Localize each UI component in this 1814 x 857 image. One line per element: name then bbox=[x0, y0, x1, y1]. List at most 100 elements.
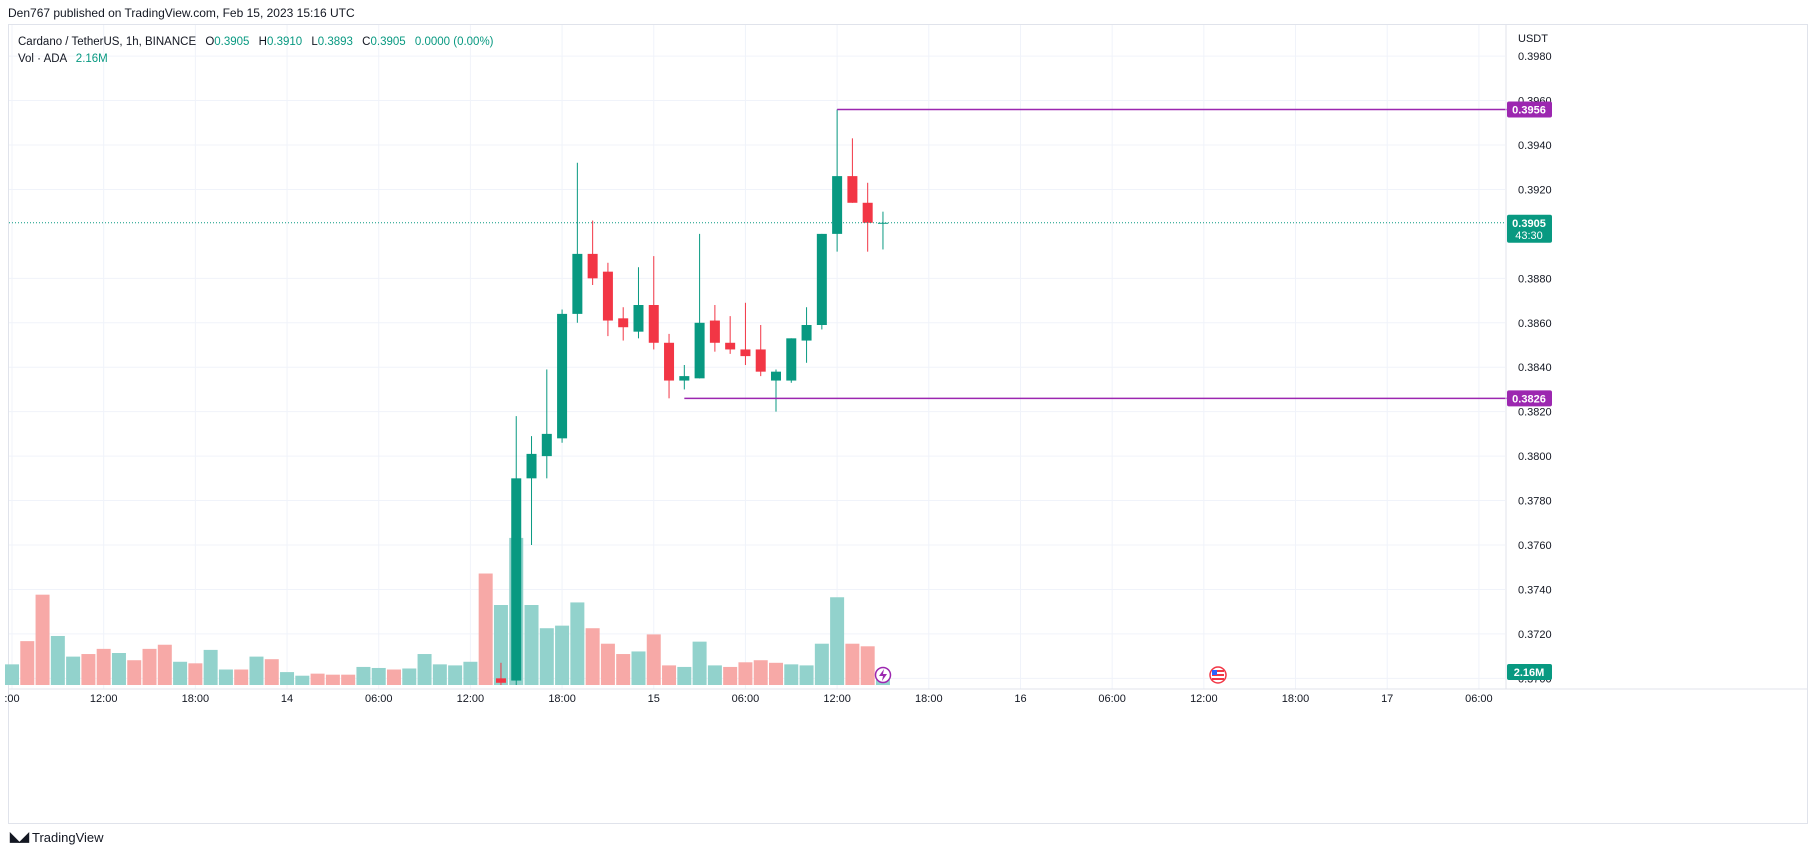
price-tick-label: 0.3800 bbox=[1518, 451, 1552, 463]
legend-close-label: C bbox=[362, 36, 371, 48]
volume-bars bbox=[5, 537, 890, 685]
volume-bar bbox=[753, 660, 768, 685]
candle-body bbox=[511, 478, 522, 681]
time-tick-label: 12:00 bbox=[1190, 693, 1218, 705]
volume-bar bbox=[264, 659, 279, 685]
chart-legend: Cardano / TetherUS, 1h, BINANCE O0.3905 … bbox=[18, 34, 494, 68]
candle-body bbox=[771, 371, 781, 381]
tradingview-brand: TradingView bbox=[32, 829, 104, 845]
chart-frame bbox=[8, 24, 1808, 824]
volume-bar bbox=[371, 667, 386, 685]
level-badge-label: 0.3956 bbox=[1512, 104, 1546, 116]
volume-badge bbox=[1507, 664, 1552, 680]
candle-body bbox=[755, 349, 766, 372]
volume-bar bbox=[310, 673, 325, 685]
price-tick-label: 0.3820 bbox=[1518, 407, 1552, 419]
volume-bar bbox=[111, 653, 126, 685]
candle-body bbox=[786, 338, 797, 381]
flag-canton bbox=[1212, 670, 1217, 675]
candle-body bbox=[862, 202, 873, 223]
volume-bar bbox=[539, 628, 554, 685]
time-tick-label: 12:00 bbox=[90, 693, 118, 705]
volume-bar bbox=[707, 665, 722, 685]
legend-change: 0.0000 (0.00%) bbox=[414, 36, 494, 48]
candle-body bbox=[526, 453, 537, 479]
volume-bar bbox=[203, 649, 218, 685]
volume-bar bbox=[555, 625, 570, 685]
legend-vol-value: 2.16M bbox=[75, 53, 108, 65]
volume-bar bbox=[738, 662, 753, 685]
price-tick-label: 0.3720 bbox=[1518, 629, 1552, 641]
volume-bar bbox=[845, 643, 860, 685]
legend-close: 0.3905 bbox=[370, 36, 406, 48]
volume-bar bbox=[295, 675, 310, 685]
candle-body bbox=[495, 678, 506, 683]
last-price-label: 0.3905 bbox=[1512, 218, 1546, 230]
candle-body bbox=[679, 376, 690, 381]
candle-body bbox=[541, 433, 552, 457]
last-price-badge bbox=[1507, 214, 1552, 243]
time-tick-label: 18:00 bbox=[1282, 693, 1310, 705]
flag-stripe bbox=[1212, 670, 1224, 672]
volume-bar bbox=[280, 672, 295, 685]
candle-body bbox=[572, 253, 583, 314]
time-tick-label: 18:00 bbox=[548, 693, 576, 705]
volume-bar bbox=[402, 668, 417, 685]
price-tick-label: 0.3840 bbox=[1518, 362, 1552, 374]
candle-body bbox=[847, 176, 858, 203]
volume-bar bbox=[860, 646, 875, 685]
volume-bar bbox=[524, 605, 539, 685]
price-tick-label: 0.3740 bbox=[1518, 584, 1552, 596]
candle-body bbox=[725, 342, 736, 350]
candle-body bbox=[801, 325, 812, 341]
candle-body bbox=[633, 305, 644, 332]
event-markers bbox=[874, 666, 1227, 684]
flag-stripe bbox=[1212, 674, 1224, 676]
volume-bar bbox=[784, 664, 799, 685]
volume-bar bbox=[249, 656, 264, 685]
time-tick-label: :00 bbox=[4, 693, 19, 705]
volume-bar bbox=[5, 664, 19, 685]
volume-bar bbox=[325, 674, 340, 685]
time-tick-label: 18:00 bbox=[915, 693, 943, 705]
candles bbox=[495, 109, 888, 685]
candle-body bbox=[832, 176, 843, 234]
candle-body bbox=[709, 320, 720, 343]
publisher-line: Den767 published on TradingView.com, Feb… bbox=[8, 6, 355, 20]
legend-ohlc-row: Cardano / TetherUS, 1h, BINANCE O0.3905 … bbox=[18, 34, 494, 51]
price-tick-label: 0.3940 bbox=[1518, 140, 1552, 152]
us-economic-event-icon bbox=[1209, 666, 1227, 684]
legend-low: 0.3893 bbox=[317, 36, 353, 48]
legend-vol-label: Vol · ADA bbox=[18, 53, 67, 65]
volume-bar bbox=[417, 654, 432, 685]
time-tick-label: 12:00 bbox=[823, 693, 851, 705]
price-tick-label: 0.3780 bbox=[1518, 496, 1552, 508]
time-tick-label: 15 bbox=[648, 693, 660, 705]
candle-body bbox=[740, 349, 751, 357]
price-tick-label: 0.3860 bbox=[1518, 318, 1552, 330]
volume-bar bbox=[341, 674, 356, 685]
time-tick-label: 16 bbox=[1014, 693, 1026, 705]
volume-bar bbox=[631, 651, 646, 685]
volume-bar bbox=[570, 602, 585, 685]
volume-bar bbox=[478, 573, 493, 685]
volume-bar bbox=[600, 643, 615, 685]
time-tick-label: 06:00 bbox=[365, 693, 393, 705]
legend-open: 0.3905 bbox=[214, 36, 250, 48]
volume-bar bbox=[50, 635, 65, 685]
volume-bar bbox=[723, 666, 738, 685]
volume-bar bbox=[616, 654, 631, 685]
legend-high: 0.3910 bbox=[266, 36, 303, 48]
level-badge bbox=[1507, 101, 1552, 118]
time-tick-label: 06:00 bbox=[1098, 693, 1126, 705]
candle-body bbox=[618, 318, 629, 328]
volume-bar bbox=[448, 665, 463, 685]
volume-bar bbox=[20, 641, 35, 685]
volume-bar bbox=[432, 664, 447, 685]
volume-bar bbox=[127, 660, 142, 685]
volume-bar bbox=[493, 605, 508, 685]
volume-bar bbox=[234, 669, 249, 685]
price-tick-label: 0.3760 bbox=[1518, 540, 1552, 552]
tradingview-logo[interactable]: ◣◢ TradingView bbox=[10, 829, 104, 845]
